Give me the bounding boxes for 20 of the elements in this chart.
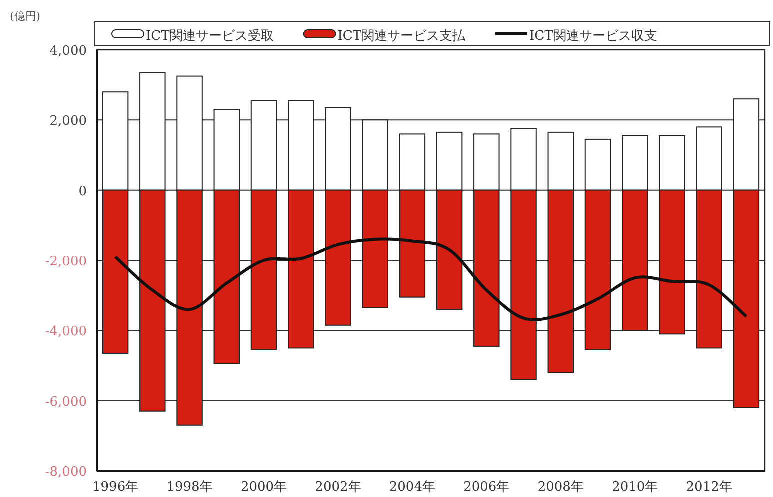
x-tick-label: 2004年 — [389, 480, 436, 495]
y-tick-label: -2,000 — [45, 254, 87, 270]
x-tick-label: 1996年 — [92, 480, 139, 495]
y-axis-title: (億円) — [10, 10, 41, 23]
y-tick-label: 0 — [78, 184, 87, 200]
y-tick-label: -4,000 — [45, 324, 87, 340]
y-tick-label: 4,000 — [50, 44, 87, 59]
x-tick-label: 2008年 — [538, 480, 584, 495]
legend-label: ICT関連サービス支払 — [338, 29, 467, 44]
x-tick-label: 2010年 — [612, 480, 658, 495]
x-tick-label: 2012年 — [686, 480, 732, 495]
x-tick-label: 2006年 — [464, 480, 510, 495]
legend-label: ICT関連サービス収支 — [530, 29, 658, 44]
x-tick-label: 1998年 — [166, 480, 213, 495]
y-tick-label: -6,000 — [45, 394, 87, 410]
y-tick-label: 2,000 — [50, 114, 87, 130]
x-tick-label: 2002年 — [315, 480, 362, 495]
legend-label: ICT関連サービス受取 — [146, 29, 274, 44]
x-tick-label: 2000年 — [240, 480, 288, 495]
y-tick-label: -8,000 — [45, 465, 87, 480]
